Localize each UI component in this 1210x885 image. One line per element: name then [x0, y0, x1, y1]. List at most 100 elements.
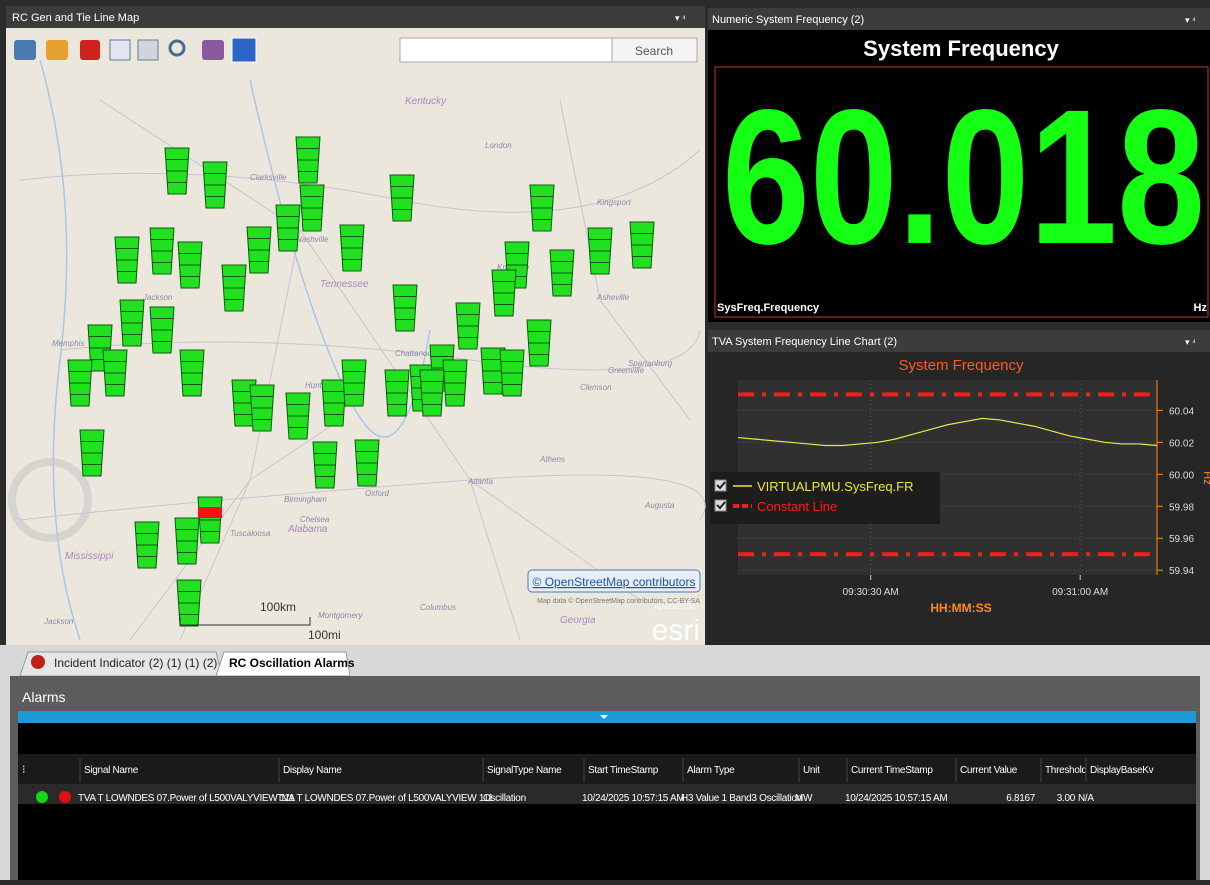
tool-icon[interactable] — [80, 40, 100, 60]
tool-icon[interactable] — [232, 38, 256, 62]
y-tick-label: 60.02 — [1169, 438, 1194, 449]
tab-label[interactable]: Incident Indicator (2) (1) (1) (2) — [54, 656, 217, 670]
generator-marker[interactable] — [527, 320, 551, 366]
grid-menu: ⁝ — [22, 764, 26, 776]
generator-marker[interactable] — [115, 237, 139, 283]
marker-alarm — [198, 507, 222, 518]
generator-marker[interactable] — [175, 518, 199, 564]
map-label: Augusta — [644, 501, 675, 510]
column-header[interactable]: Signal Name — [84, 765, 139, 776]
search-box[interactable] — [400, 38, 612, 62]
tool-icon[interactable] — [14, 40, 36, 60]
chart-panel-title: TVA System Frequency Line Chart (2) — [712, 336, 897, 348]
generator-marker[interactable] — [385, 370, 409, 416]
map-label: Memphis — [52, 339, 84, 348]
numeric-heading: System Frequency — [863, 36, 1059, 61]
generator-marker[interactable] — [296, 137, 320, 183]
cell: TVA T LOWNDES 07.Power of L500VALYVIEW 1… — [78, 793, 295, 804]
chart-title: System Frequency — [898, 357, 1024, 374]
column-header[interactable]: Current Value — [960, 765, 1018, 776]
scale-km: 100km — [260, 600, 296, 614]
tool-icon[interactable] — [46, 40, 68, 60]
map-label: Kingsport — [597, 198, 632, 207]
cell: 3.00 — [1057, 793, 1076, 804]
pin-icon[interactable]: ▾ ⁴ — [675, 13, 686, 23]
generator-marker[interactable] — [177, 580, 201, 626]
generator-marker[interactable] — [420, 370, 444, 416]
generator-marker[interactable] — [103, 350, 127, 396]
column-header[interactable]: Current TimeStamp — [851, 765, 933, 776]
attribution-link[interactable]: © OpenStreetMap contributors — [533, 575, 696, 589]
generator-marker[interactable] — [165, 148, 189, 194]
tab-label[interactable]: RC Oscillation Alarms — [229, 656, 355, 670]
pin-icon[interactable]: ▾ ⁴ — [1185, 15, 1196, 25]
generator-marker[interactable] — [120, 300, 144, 346]
cell: N/A — [1078, 793, 1094, 804]
column-header[interactable]: Display Name — [283, 765, 342, 776]
map-label: Columbus — [420, 603, 456, 612]
generator-marker[interactable] — [443, 360, 467, 406]
y-tick-label: 59.96 — [1169, 534, 1194, 545]
frequency-value: 60.018 — [722, 69, 1205, 284]
generator-marker[interactable] — [276, 205, 300, 251]
generator-marker[interactable] — [342, 360, 366, 406]
generator-marker[interactable] — [588, 228, 612, 274]
column-header[interactable]: Alarm Type — [687, 765, 735, 776]
y-tick-label: 60.00 — [1169, 470, 1194, 481]
map-label: Tuscaloosa — [230, 529, 271, 538]
map-label: Tennessee — [320, 279, 369, 290]
generator-marker[interactable] — [150, 228, 174, 274]
x-tick-label: 09:30:30 AM — [843, 587, 899, 598]
map-label: London — [485, 141, 512, 150]
generator-marker[interactable] — [203, 162, 227, 208]
generator-marker[interactable] — [500, 350, 524, 396]
generator-marker[interactable] — [340, 225, 364, 271]
map-title: RC Gen and Tie Line Map — [12, 12, 139, 24]
generator-marker[interactable] — [393, 285, 417, 331]
generator-marker[interactable] — [250, 385, 274, 431]
incident-icon — [31, 655, 45, 669]
generator-marker[interactable] — [492, 270, 516, 316]
generator-marker[interactable] — [313, 442, 337, 488]
x-axis-label: HH:MM:SS — [930, 601, 991, 615]
group-bar[interactable] — [18, 711, 1196, 723]
generator-marker[interactable] — [630, 222, 654, 268]
generator-marker[interactable] — [135, 522, 159, 568]
tool-icon[interactable] — [202, 40, 224, 60]
column-header[interactable]: SignalType Name — [487, 765, 562, 776]
tool-icon[interactable] — [110, 40, 130, 60]
generator-marker[interactable] — [222, 265, 246, 311]
generator-marker[interactable] — [390, 175, 414, 221]
generator-marker[interactable] — [180, 350, 204, 396]
generator-marker[interactable] — [355, 440, 379, 486]
generator-marker[interactable] — [456, 303, 480, 349]
map-label: Jackson — [43, 617, 74, 626]
generator-marker[interactable] — [550, 250, 574, 296]
tool-icon[interactable] — [138, 40, 158, 60]
x-tick-label: 09:31:00 AM — [1052, 587, 1108, 598]
generator-marker[interactable] — [286, 393, 310, 439]
generator-marker[interactable] — [300, 185, 324, 231]
column-header[interactable]: Threshold — [1045, 765, 1087, 776]
generator-marker[interactable] — [530, 185, 554, 231]
cell: TVA T LOWNDES 07.Power of L500VALYVIEW 1… — [277, 793, 494, 804]
generator-marker[interactable] — [150, 307, 174, 353]
column-header[interactable]: Start TimeStamp — [588, 765, 659, 776]
map-label: Chelsea — [300, 515, 330, 524]
column-header[interactable]: Unit — [803, 765, 820, 776]
generator-marker[interactable] — [198, 497, 222, 543]
generator-marker[interactable] — [68, 360, 92, 406]
generator-marker[interactable] — [322, 380, 346, 426]
generator-marker[interactable] — [80, 430, 104, 476]
screen: RC Gen and Tie Line Map ▾ ⁴ Kentucky Ten… — [0, 0, 1210, 880]
generator-marker[interactable] — [247, 227, 271, 273]
map-label: Jackson — [142, 293, 173, 302]
pin-icon[interactable]: ▾ ⁴ — [1185, 337, 1196, 347]
generator-marker[interactable] — [178, 242, 202, 288]
column-header[interactable]: DisplayBaseKv — [1090, 765, 1154, 776]
map-label: Oxford — [365, 489, 390, 498]
search-button-label[interactable]: Search — [635, 44, 673, 58]
y-tick-label: 59.98 — [1169, 502, 1194, 513]
table-body: TVA T LOWNDES 07.Power of L500VALYVIEW 1… — [78, 793, 1094, 804]
map-label: Georgia — [560, 615, 596, 626]
